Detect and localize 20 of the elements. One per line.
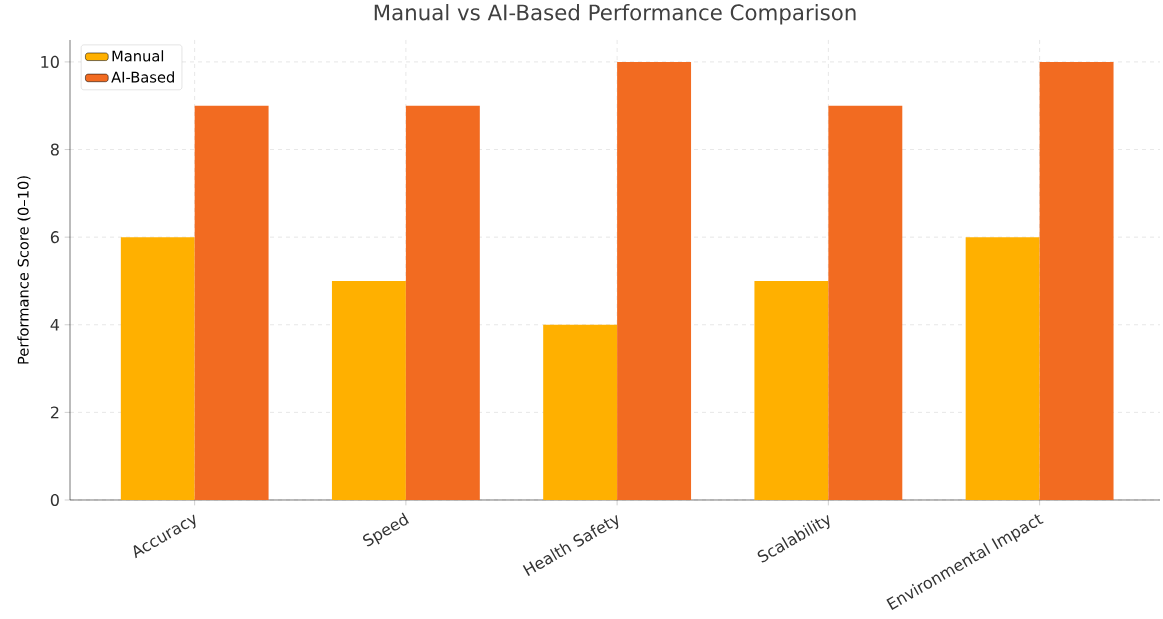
bar	[543, 324, 618, 500]
y-tick-label: 8	[50, 143, 59, 156]
bar	[331, 280, 406, 500]
bar	[1039, 61, 1114, 500]
bar	[617, 61, 692, 500]
legend-label: Manual	[112, 50, 164, 62]
legend-label: AI-Based	[111, 71, 174, 83]
y-tick-label: 2	[50, 406, 59, 419]
bar	[120, 237, 195, 500]
bar	[828, 105, 903, 500]
bar	[965, 237, 1040, 500]
chart-title: Manual vs AI-Based Performance Comparison	[374, 3, 856, 25]
bar	[405, 105, 480, 500]
bar	[194, 105, 269, 500]
y-tick-label: 10	[41, 55, 59, 68]
y-tick-label: 6	[50, 231, 59, 244]
bar	[754, 280, 829, 500]
y-tick-label: 0	[50, 493, 59, 507]
y-axis-title: Performance Score (0–10)	[17, 176, 31, 364]
y-tick-label: 4	[50, 318, 60, 331]
